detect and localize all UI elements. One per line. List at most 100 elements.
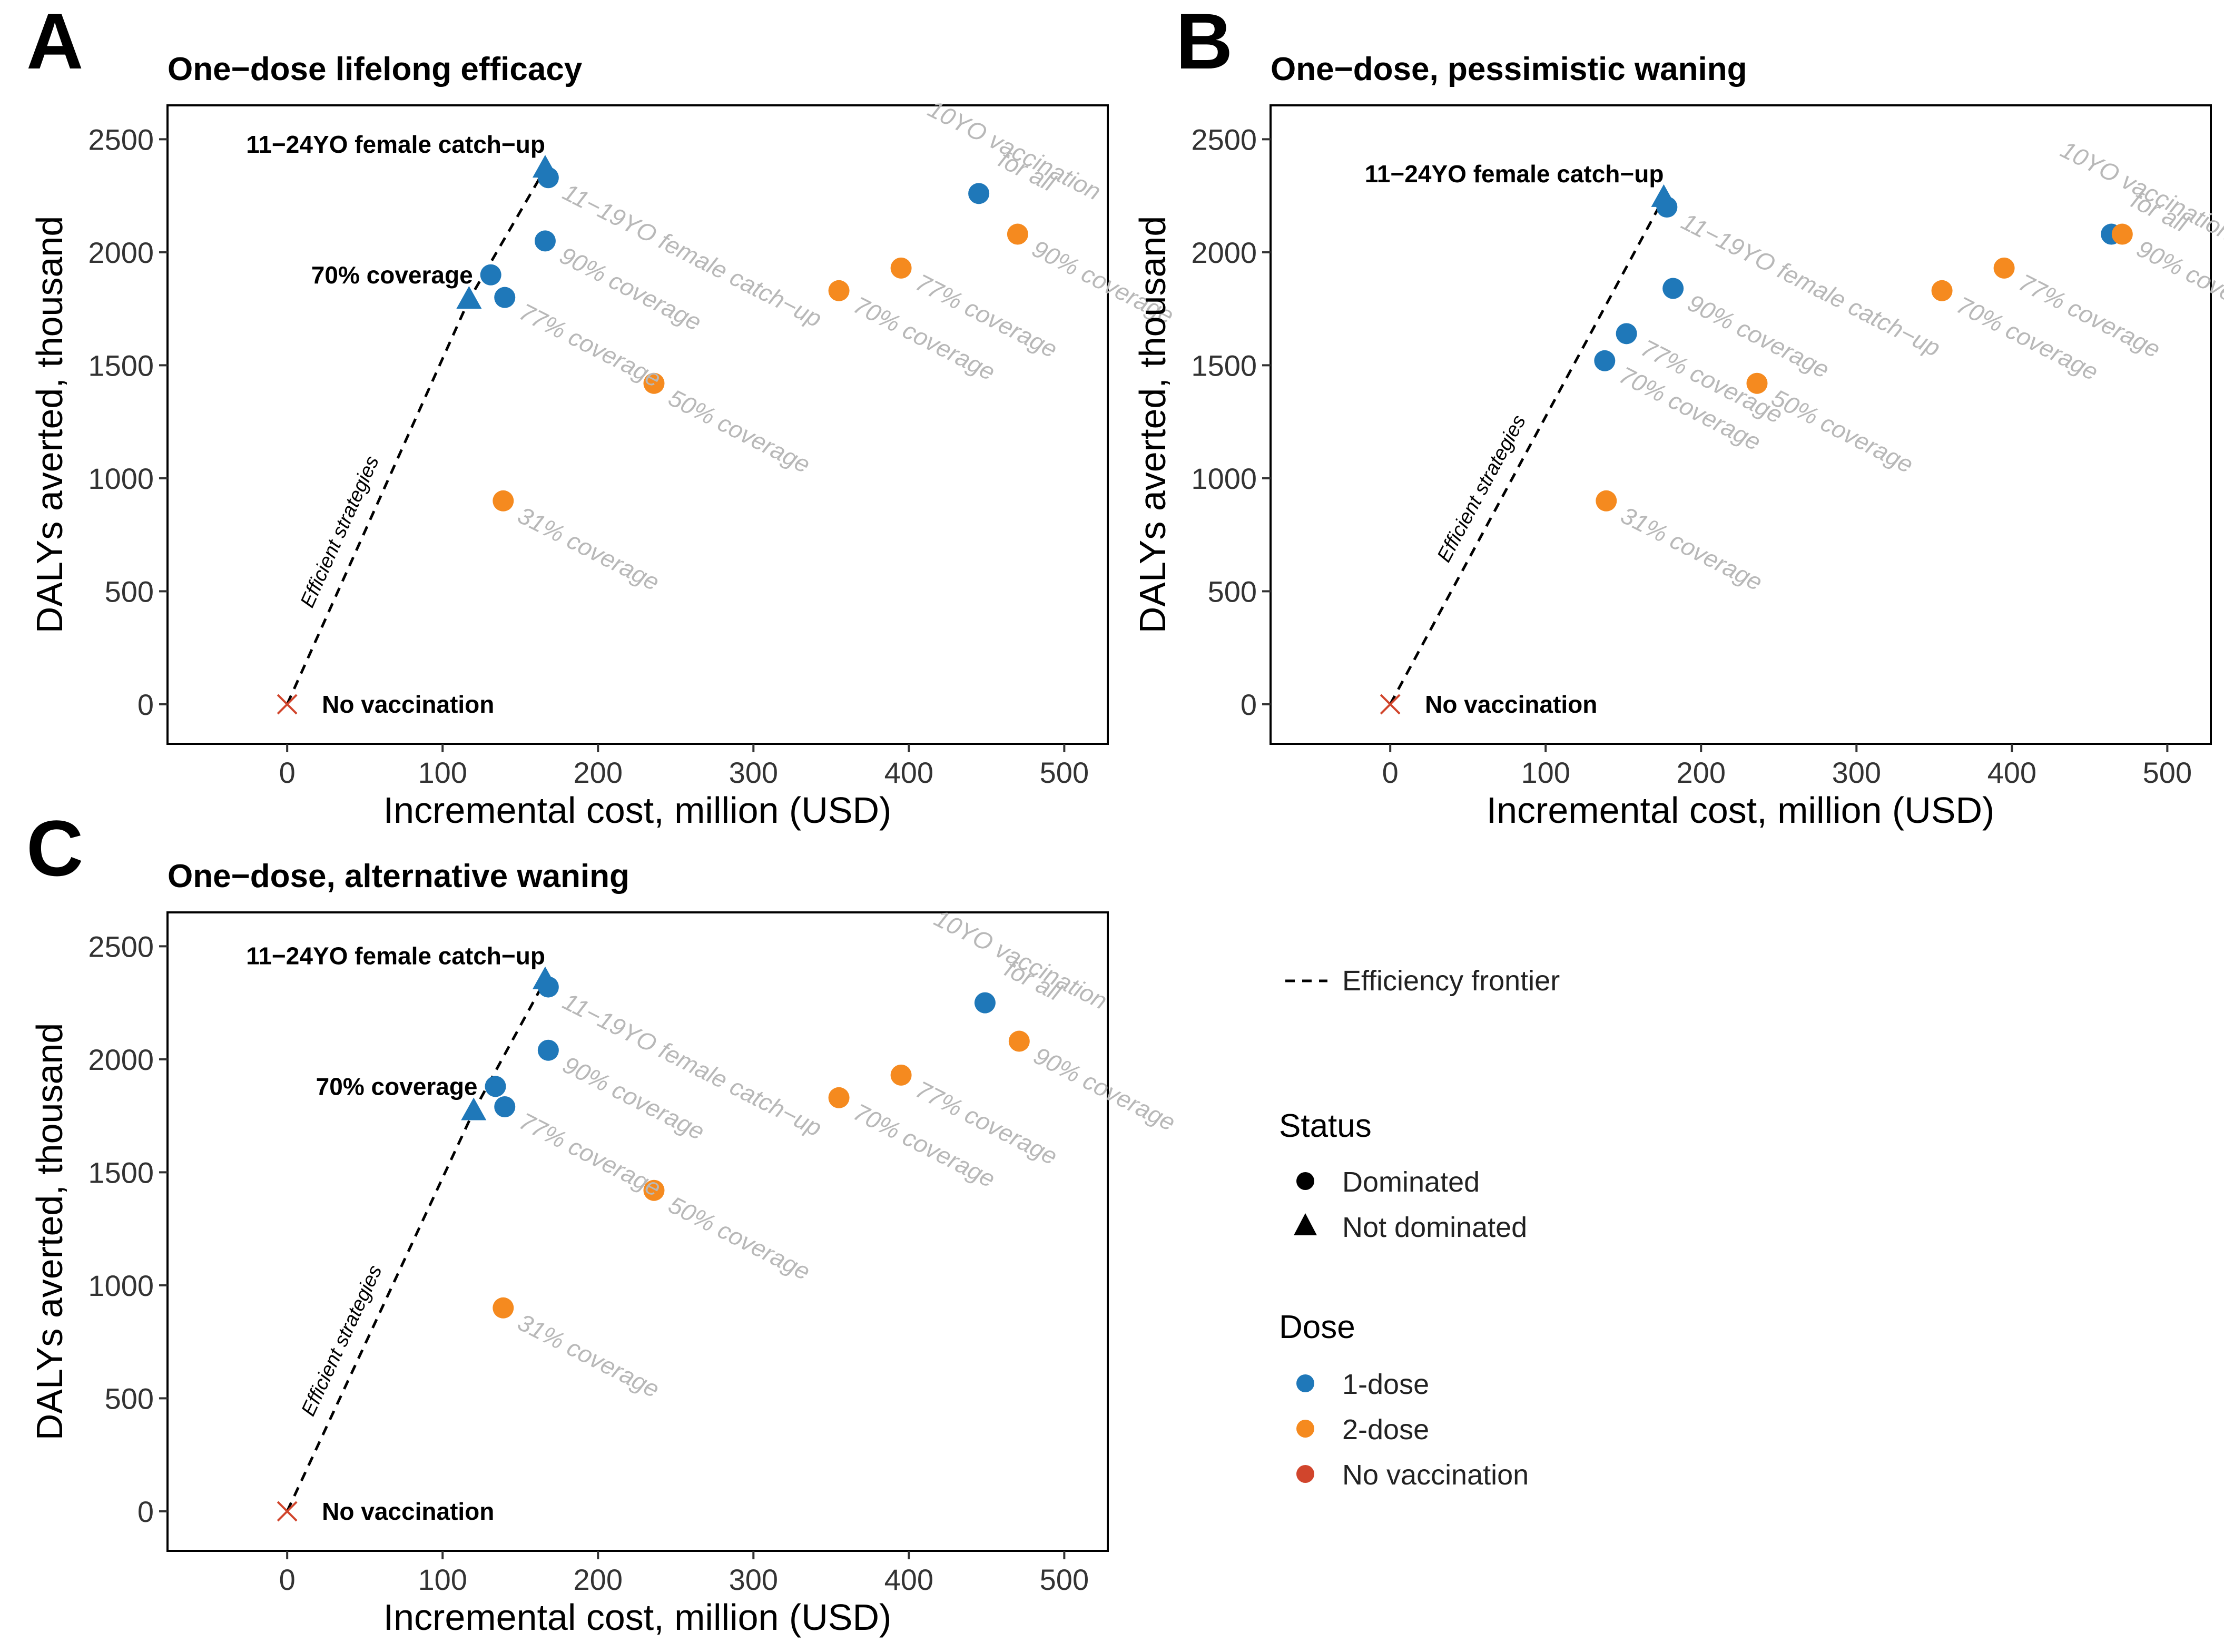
panel-b-title: One−dose, pessimistic waning <box>1271 51 1747 87</box>
panel-b-x-axis-title: Incremental cost, million (USD) <box>1487 790 1995 831</box>
legend-dose-title: Dose <box>1279 1309 1355 1345</box>
point-1-dose-dominated <box>534 230 556 252</box>
x-tick-label: 0 <box>279 1563 296 1596</box>
panel-c-plot-area <box>166 911 1109 1552</box>
x-tick-label: 400 <box>884 756 933 789</box>
panel-a-plot-area <box>166 104 1109 745</box>
point-1-dose-dominated <box>494 1096 516 1117</box>
point-2-dose-dominated <box>1931 280 1953 301</box>
point-2-dose-dominated <box>493 490 514 512</box>
legend-dose-none: No vaccination <box>1342 1459 1529 1491</box>
point-2-dose-dominated <box>493 1297 514 1319</box>
legend-not-dominated-triangle-icon <box>1294 1213 1317 1235</box>
legend-status-dominated: Dominated <box>1342 1166 1480 1198</box>
x-tick-label: 300 <box>1832 756 1881 789</box>
x-tick-label: 0 <box>279 756 296 789</box>
label-11-24yo-female-catch-up: 11−24YO female catch−up <box>246 131 545 158</box>
panel-a-title: One−dose lifelong efficacy <box>168 51 583 87</box>
legend-no-vaccination-dot <box>1296 1465 1314 1483</box>
point-2-dose-dominated <box>1746 372 1768 394</box>
point-1-dose-dominated <box>494 287 516 308</box>
point-1-dose-dominated <box>968 183 990 204</box>
panel-letter-a: A <box>26 0 83 85</box>
y-tick-label: 500 <box>105 1382 154 1415</box>
label-no-vaccination: No vaccination <box>322 1498 494 1525</box>
point-2-dose-dominated <box>643 1179 665 1201</box>
point-1-dose-dominated <box>1594 350 1616 371</box>
point-1-dose-not-dominated <box>532 966 558 989</box>
y-tick-label: 0 <box>137 688 154 721</box>
label-11-24yo-female-catch-up: 11−24YO female catch−up <box>246 942 545 970</box>
legend-dominated-circle-icon <box>1296 1172 1314 1190</box>
point-2-dose-dominated <box>643 372 665 394</box>
point-2-dose-dominated <box>890 1064 912 1086</box>
y-tick-label: 1500 <box>1191 349 1257 382</box>
y-tick-label: 2000 <box>88 236 154 269</box>
y-tick-label: 2500 <box>1191 123 1257 156</box>
no-vaccination-cross-mark <box>277 1501 298 1522</box>
x-tick-label: 100 <box>418 756 467 789</box>
point-1-dose-not-dominated <box>1651 184 1677 207</box>
panel-letter-b: B <box>1176 0 1233 85</box>
panel-c-x-axis-title: Incremental cost, million (USD) <box>383 1597 892 1638</box>
panel-a-points <box>277 155 1028 715</box>
x-tick-label: 400 <box>884 1563 933 1596</box>
panel-b: B One−dose, pessimistic waning 0 100 200 30… <box>1132 0 2224 831</box>
panel-c-title: One−dose, alternative waning <box>168 858 629 894</box>
legend-status-title: Status <box>1279 1108 1372 1144</box>
legend-dose-1: 1-dose <box>1342 1369 1429 1400</box>
point-2-dose-dominated <box>1008 1030 1030 1052</box>
panel-a-ticks: 0 100 200 300 400 500 0 500 1000 1500 2000 2500 <box>88 123 1089 789</box>
label-no-vaccination: No vaccination <box>322 691 494 718</box>
label-70-coverage: 70% coverage <box>311 261 473 289</box>
legend-dose-1-dot <box>1296 1374 1314 1392</box>
point-1-dose-dominated <box>974 992 996 1014</box>
panel-c-points <box>277 966 1030 1522</box>
point-2-dose-dominated <box>890 257 912 279</box>
panel-a: A One−dose lifelong efficacy 0 100 200 300 4… <box>26 0 1178 831</box>
label-11-24yo-female-catch-up: 11−24YO female catch−up <box>1365 160 1664 188</box>
y-tick-label: 2000 <box>1191 236 1257 269</box>
label-70-coverage: 70% coverage <box>316 1073 478 1100</box>
point-1-dose-dominated <box>485 1076 506 1097</box>
no-vaccination-cross-mark <box>277 694 298 715</box>
y-tick-label: 0 <box>1241 688 1257 721</box>
efficiency-frontier-line <box>1389 197 1665 705</box>
y-tick-label: 1500 <box>88 1156 154 1189</box>
point-2-dose-dominated <box>828 280 850 301</box>
point-1-dose-dominated <box>537 1039 559 1061</box>
x-tick-label: 400 <box>1987 756 2036 789</box>
x-tick-label: 200 <box>574 1563 623 1596</box>
panel-c: C One−dose, alternative waning 0 100 200 30… <box>26 804 1180 1638</box>
point-2-dose-dominated <box>828 1087 850 1108</box>
y-tick-label: 1500 <box>88 349 154 382</box>
legend-frontier-label: Efficiency frontier <box>1342 965 1560 997</box>
y-tick-label: 500 <box>105 575 154 608</box>
y-tick-label: 1000 <box>88 1269 154 1302</box>
x-tick-label: 0 <box>1382 756 1399 789</box>
label-no-vaccination: No vaccination <box>1425 691 1597 718</box>
x-tick-label: 200 <box>574 756 623 789</box>
panel-b-points <box>1380 184 2133 715</box>
y-tick-label: 2500 <box>88 123 154 156</box>
point-1-dose-not-dominated <box>461 1097 487 1120</box>
point-1-dose-not-dominated <box>456 286 482 309</box>
legend-dose-2-dot <box>1296 1420 1314 1438</box>
point-2-dose-dominated <box>1993 257 2015 279</box>
point-1-dose-dominated <box>1662 278 1684 299</box>
point-1-dose-dominated <box>1616 323 1637 345</box>
y-tick-label: 1000 <box>88 462 154 495</box>
point-2-dose-dominated <box>1007 223 1028 245</box>
x-tick-label: 500 <box>2143 756 2192 789</box>
point-1-dose-not-dominated <box>532 155 558 178</box>
panel-letter-c: C <box>26 804 83 892</box>
legend: Efficiency frontier Status Dominated Not… <box>1279 965 1560 1491</box>
y-tick-label: 500 <box>1208 575 1257 608</box>
legend-status-not-dominated: Not dominated <box>1342 1212 1527 1243</box>
panel-a-y-axis-title: DALYs averted, thousand <box>29 216 70 634</box>
panel-c-y-axis-title: DALYs averted, thousand <box>29 1023 70 1441</box>
no-vaccination-cross-mark <box>1380 694 1401 715</box>
x-tick-label: 500 <box>1040 756 1089 789</box>
x-tick-label: 500 <box>1040 1563 1089 1596</box>
